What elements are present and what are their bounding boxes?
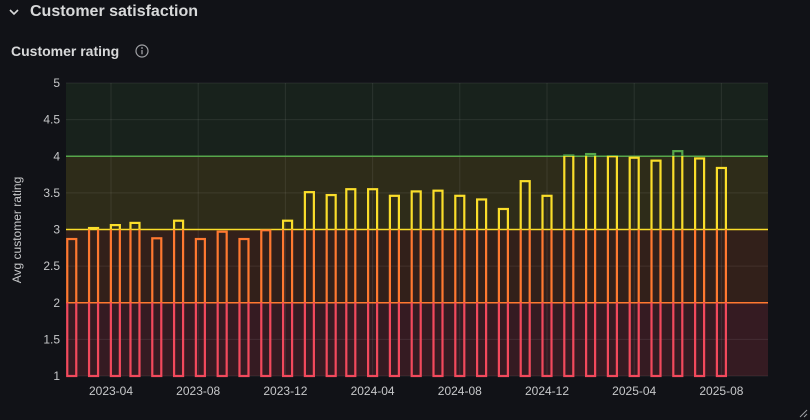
x-tick-label: 2025-04 [612, 384, 656, 398]
bar-2024-12[interactable] [541, 194, 553, 378]
bar-2025-02[interactable] [584, 152, 597, 378]
bar-2023-02[interactable] [66, 237, 78, 378]
x-tick-label: 2024-08 [438, 384, 482, 398]
y-tick-label: 2 [53, 296, 60, 310]
y-axis-ticks: 1 1.5 2 2.5 3 3.5 4 4.5 5 [43, 76, 60, 383]
y-axis-label: Avg customer rating [10, 177, 24, 284]
bar-2024-08[interactable] [454, 194, 466, 378]
panel-header: Customer rating [11, 41, 149, 61]
panel-title: Customer rating [11, 43, 120, 59]
chevron-down-icon[interactable] [8, 6, 20, 18]
bar-2024-03[interactable] [345, 188, 357, 378]
bar-2024-11[interactable] [519, 180, 531, 378]
bar-2024-01[interactable] [303, 191, 315, 378]
bars [66, 150, 728, 378]
x-axis-ticks: 2023-04 2023-08 2023-12 2024-04 2024-08 2024-… [89, 384, 744, 398]
threshold-band-green [66, 83, 768, 157]
x-tick-label: 2024-12 [525, 384, 569, 398]
y-tick-label: 4.5 [43, 113, 60, 127]
bar-2025-08[interactable] [715, 166, 728, 378]
info-icon[interactable] [135, 44, 149, 58]
row-title: Customer satisfaction [30, 3, 199, 20]
x-tick-label: 2023-04 [89, 384, 133, 398]
bar-2024-10[interactable] [497, 207, 509, 378]
bar-2023-05[interactable] [129, 221, 141, 378]
bar-2025-01[interactable] [563, 154, 575, 378]
bar-2023-10[interactable] [238, 237, 250, 378]
bar-2025-05[interactable] [650, 159, 662, 378]
row-header[interactable]: Customer satisfaction [8, 0, 198, 24]
bar-2023-11[interactable] [260, 229, 272, 378]
bar-2024-06[interactable] [410, 190, 422, 378]
bar-2024-09[interactable] [476, 198, 488, 378]
bar-2023-09[interactable] [216, 230, 228, 378]
x-tick-label: 2024-04 [351, 384, 395, 398]
bar-2023-08[interactable] [194, 237, 206, 378]
y-tick-label: 2.5 [43, 259, 60, 273]
y-tick-label: 4 [53, 149, 60, 163]
bar-2025-03[interactable] [606, 155, 619, 378]
x-tick-label: 2023-08 [176, 384, 220, 398]
x-tick-label: 2025-08 [699, 384, 743, 398]
bar-2024-04[interactable] [367, 188, 379, 378]
y-tick-label: 1 [53, 369, 60, 383]
bar-2025-06[interactable] [672, 150, 684, 378]
y-tick-label: 1.5 [43, 332, 60, 346]
bar-2023-12[interactable] [281, 219, 294, 378]
y-tick-label: 3 [53, 223, 60, 237]
bar-2023-04[interactable] [109, 224, 121, 378]
y-tick-label: 3.5 [43, 186, 60, 200]
bar-2023-07[interactable] [172, 219, 185, 378]
y-tick-label: 5 [53, 76, 60, 90]
bar-2023-03[interactable] [87, 226, 100, 378]
x-tick-label: 2023-12 [263, 384, 307, 398]
bar-2023-06[interactable] [151, 237, 163, 378]
bar-2024-02[interactable] [325, 193, 337, 378]
bar-2024-07[interactable] [432, 189, 444, 378]
bar-2025-04[interactable] [628, 156, 640, 378]
resize-handle-icon[interactable] [798, 408, 808, 418]
bar-2025-07[interactable] [693, 157, 706, 378]
bar-2024-05[interactable] [388, 194, 400, 378]
